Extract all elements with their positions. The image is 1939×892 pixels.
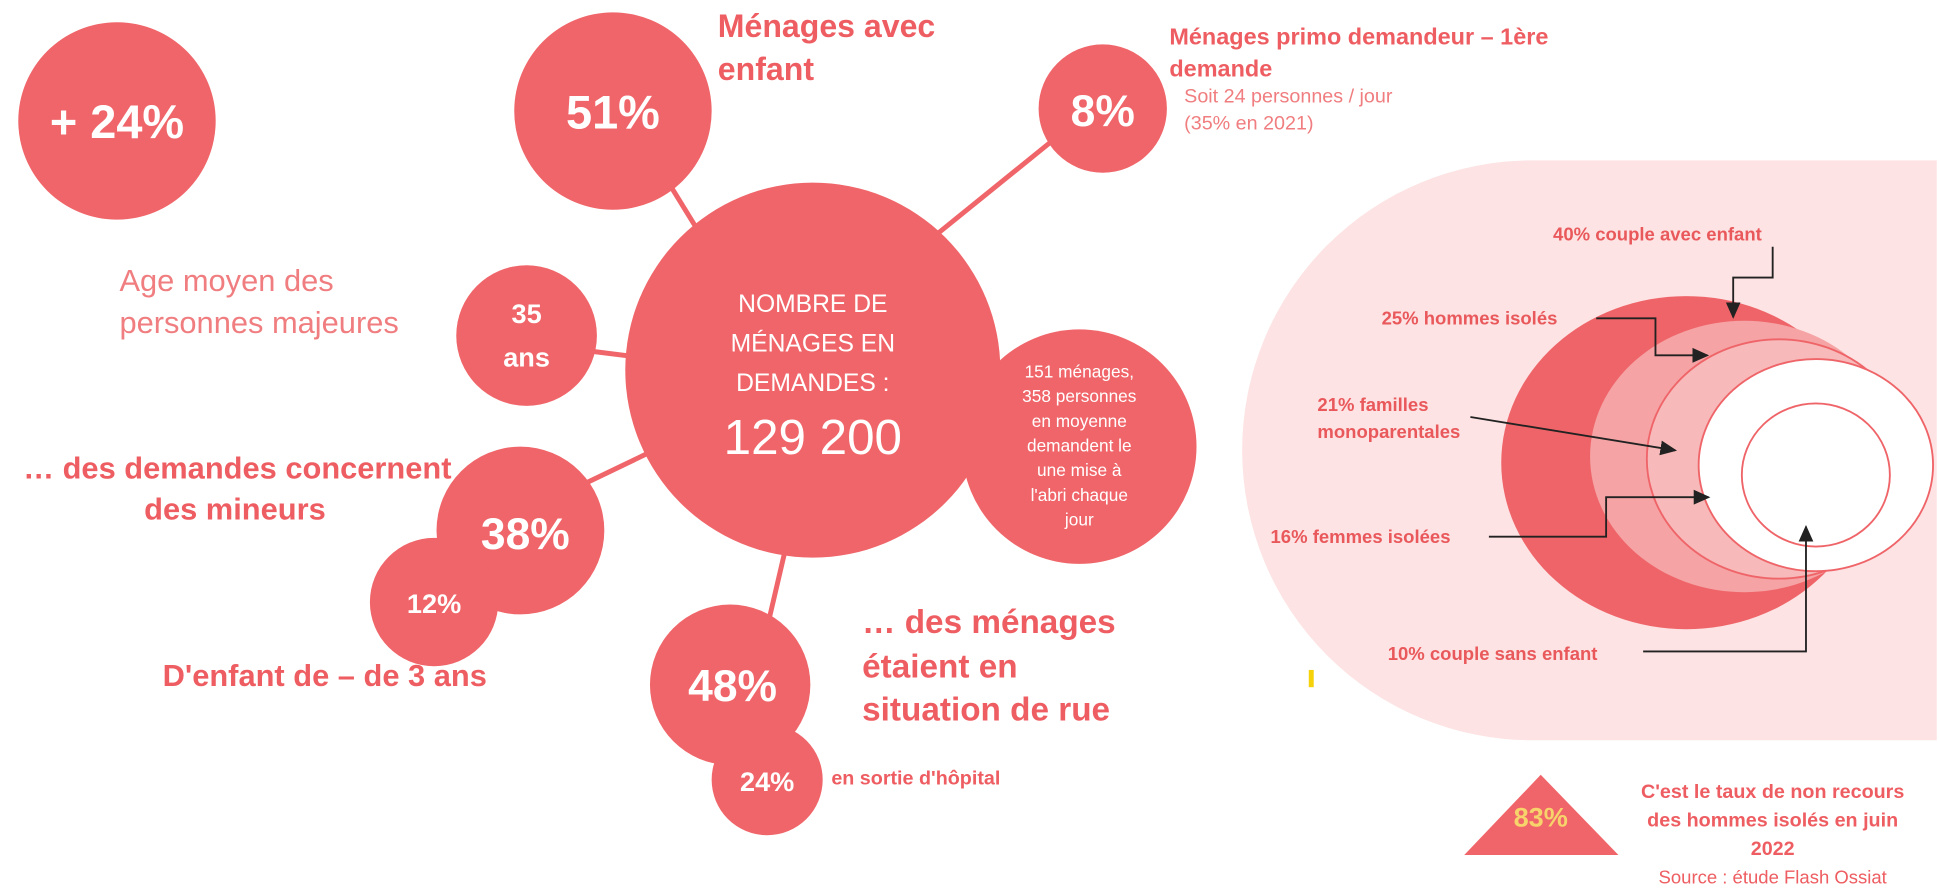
ring (1740, 402, 1891, 548)
bubble (962, 329, 1197, 564)
bubble-value: ans (503, 341, 550, 372)
label: Ménages primo demandeur – 1ère (1169, 23, 1548, 49)
arrow (1596, 317, 1710, 363)
arrow (1643, 524, 1814, 653)
bubble (369, 537, 499, 667)
daily-line: en moyenne (1032, 411, 1127, 431)
triangle (1464, 774, 1619, 855)
bubble (711, 724, 823, 836)
label: C'est le taux de non recours (1641, 781, 1904, 803)
label: monoparentales (1317, 421, 1460, 442)
label: 21% familles (1317, 394, 1428, 415)
label: … des ménages (862, 604, 1116, 641)
bubble-value: 24% (740, 766, 794, 797)
label: étaient en (862, 648, 1017, 685)
bubble-value: 48% (688, 662, 777, 711)
source: Source : étude Flash Ossiat (1659, 866, 1887, 887)
label: situation de rue (862, 692, 1110, 729)
bubble-value: 35 (511, 298, 541, 329)
label: des mineurs (144, 491, 326, 526)
bubble (18, 22, 216, 220)
center-label: MÉNAGES EN (731, 331, 895, 358)
center-bubble (625, 182, 1001, 558)
arrow (1470, 416, 1678, 456)
bubble-value: + 24% (50, 96, 184, 148)
label: Ménages avec (718, 8, 935, 44)
link (581, 451, 648, 488)
label: 25% hommes isolés (1382, 307, 1558, 328)
label: … des demandes concernent (23, 451, 451, 486)
arrow (1725, 246, 1774, 319)
label: personnes majeures (119, 305, 398, 340)
marker (1308, 669, 1314, 688)
label: (35% en 2021) (1184, 113, 1313, 135)
daily-line: jour (1064, 510, 1094, 530)
label: enfant (718, 51, 815, 87)
center-value: 129 200 (724, 410, 902, 465)
bubble (514, 12, 712, 210)
bubble (456, 265, 597, 406)
triangle-value: 83% (1514, 802, 1568, 833)
daily-line: 151 ménages, (1025, 362, 1134, 382)
daily-line: une mise à (1037, 460, 1122, 480)
label: D'enfant de – de 3 ans (163, 658, 487, 693)
label: Age moyen des (119, 263, 333, 298)
label: 40% couple avec enfant (1553, 224, 1762, 245)
daily-text: 151 ménages, 358 personnes en moyenne deman… (1022, 362, 1137, 530)
label: des hommes isolés en juin (1647, 810, 1898, 832)
arrow (1488, 489, 1711, 538)
daily-line: demandent le (1027, 436, 1132, 456)
label: 16% femmes isolées (1271, 526, 1451, 547)
label: Soit 24 personnes / jour (1184, 85, 1393, 107)
bubble-value: 51% (566, 86, 660, 138)
center-label: DEMANDES : (736, 370, 889, 397)
label: demande (1169, 55, 1272, 81)
label: en sortie d'hôpital (831, 768, 1000, 790)
label: 2022 (1751, 838, 1795, 860)
link (919, 139, 1053, 249)
bubble (1038, 44, 1167, 173)
bubble-value: 38% (481, 510, 570, 559)
daily-line: l'abri chaque (1031, 485, 1128, 505)
bubble-value: 8% (1071, 87, 1135, 136)
bubble-value: 12% (407, 588, 461, 619)
label: 10% couple sans enfant (1388, 643, 1598, 664)
center-label: NOMBRE DE (738, 291, 887, 318)
daily-line: 358 personnes (1022, 386, 1137, 406)
